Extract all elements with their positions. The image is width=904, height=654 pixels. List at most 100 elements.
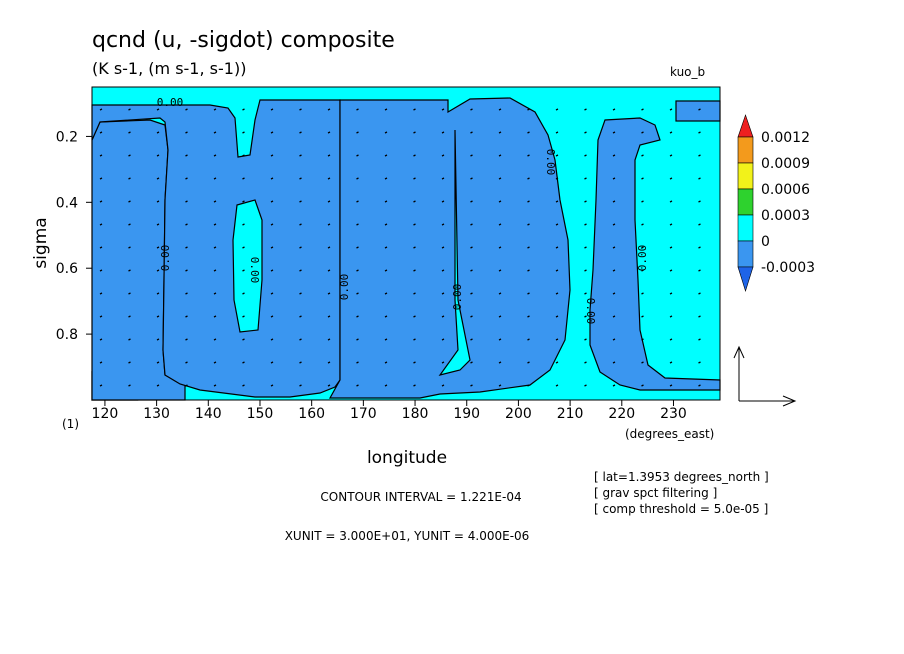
vector-arrow bbox=[584, 246, 587, 249]
x-tick-label: 120 bbox=[92, 406, 119, 422]
vector-arrow bbox=[413, 361, 416, 364]
vector-arrow bbox=[128, 338, 131, 341]
vector-arrow bbox=[584, 292, 587, 295]
vector-arrow bbox=[327, 315, 331, 318]
vector-arrow bbox=[270, 223, 274, 226]
vector-arrow bbox=[698, 246, 701, 249]
vector-arrow bbox=[99, 269, 103, 272]
vector-arrow bbox=[185, 361, 188, 364]
vector-arrow bbox=[327, 223, 331, 226]
vector-arrow bbox=[128, 223, 131, 226]
vector-arrow bbox=[698, 131, 701, 134]
contour-labels: 0.00 0.00 0.00 0.00 0.00 0.00 0.00 0.00 bbox=[157, 96, 649, 324]
x-axis-ticks: 120 130 140 150 160 170 180 190 200 210 220 230 bbox=[92, 400, 687, 422]
vector-arrow bbox=[213, 315, 217, 318]
vector-arrow bbox=[156, 315, 160, 318]
vector-arrow bbox=[213, 177, 217, 180]
vector-arrow bbox=[527, 384, 530, 387]
vector-arrow bbox=[527, 177, 530, 180]
vector-arrow bbox=[185, 223, 188, 226]
vector-arrow bbox=[584, 200, 587, 203]
vector-arrow bbox=[99, 223, 103, 226]
vector-arrow bbox=[527, 338, 530, 341]
vector-arrow bbox=[299, 177, 302, 180]
x-tick-label: 210 bbox=[557, 406, 584, 422]
vector-arrow bbox=[527, 108, 530, 111]
vector-arrow bbox=[128, 108, 131, 111]
vector-arrow bbox=[270, 269, 274, 272]
vector-arrow bbox=[669, 246, 673, 249]
vector-arrow bbox=[356, 177, 359, 180]
y-axis-ticks: 0.2 0.4 0.6 0.8 bbox=[56, 129, 92, 343]
vector-arrow bbox=[441, 223, 445, 226]
y-tick-label: 0.2 bbox=[56, 129, 78, 145]
vector-arrow bbox=[384, 131, 388, 134]
vector-arrow bbox=[327, 292, 331, 295]
vector-arrow bbox=[612, 292, 616, 295]
vector-arrow bbox=[584, 338, 587, 341]
vector-arrow bbox=[527, 269, 530, 272]
info-line-3: [ comp threshold = 5.0e-05 ] bbox=[594, 502, 768, 516]
vector-arrow bbox=[128, 154, 131, 157]
vector-arrow bbox=[498, 246, 502, 249]
vector-arrow bbox=[470, 177, 473, 180]
vector-arrow bbox=[470, 154, 473, 157]
vector-arrow bbox=[698, 223, 701, 226]
vector-arrow bbox=[413, 315, 416, 318]
vector-arrow bbox=[698, 315, 701, 318]
vector-arrow bbox=[299, 246, 302, 249]
colorbar-label: 0.0003 bbox=[761, 208, 810, 224]
vector-arrow bbox=[555, 223, 559, 226]
vector-arrow bbox=[384, 200, 388, 203]
vector-arrow bbox=[441, 361, 445, 364]
contour-label: 0.00 bbox=[451, 284, 464, 311]
vector-arrow bbox=[555, 269, 559, 272]
vector-arrow bbox=[641, 384, 644, 387]
vector-arrow bbox=[641, 200, 644, 203]
chart-title: qcnd (u, -sigdot) composite bbox=[92, 28, 395, 53]
vector-arrow bbox=[99, 131, 103, 134]
contour-label: 0.00 bbox=[636, 245, 649, 272]
vector-arrow bbox=[99, 177, 103, 180]
vector-arrow bbox=[641, 223, 644, 226]
vector-arrow bbox=[470, 108, 473, 111]
vector-arrow bbox=[213, 338, 217, 341]
vector-arrow bbox=[612, 154, 616, 157]
x-tick-label: 160 bbox=[298, 406, 325, 422]
vector-arrow bbox=[270, 177, 274, 180]
x-axis-label: longitude bbox=[367, 448, 447, 468]
vector-arrow bbox=[270, 154, 274, 157]
unit-line: XUNIT = 3.000E+01, YUNIT = 4.000E-06 bbox=[285, 529, 530, 543]
vector-arrow bbox=[612, 338, 616, 341]
vector-arrow bbox=[270, 384, 274, 387]
vector-arrow bbox=[555, 154, 559, 157]
colorbar-label: 0.0006 bbox=[761, 182, 810, 198]
vector-arrow bbox=[327, 338, 331, 341]
vector-arrow bbox=[99, 200, 103, 203]
colorbar-label: 0.0012 bbox=[761, 130, 810, 146]
vector-arrow bbox=[698, 200, 701, 203]
vector-arrow bbox=[698, 177, 701, 180]
vector-arrow bbox=[299, 154, 302, 157]
vector-arrow bbox=[156, 292, 160, 295]
vector-arrow bbox=[99, 246, 103, 249]
vector-arrow bbox=[584, 223, 587, 226]
vector-arrow bbox=[356, 384, 359, 387]
y-tick-label: 0.4 bbox=[56, 195, 78, 211]
vector-arrow bbox=[555, 246, 559, 249]
vector-arrow bbox=[498, 200, 502, 203]
vector-arrow bbox=[612, 200, 616, 203]
run-label: kuo_b bbox=[670, 65, 705, 79]
vector-arrow bbox=[299, 292, 302, 295]
vector-arrow bbox=[527, 131, 530, 134]
vector-arrow bbox=[242, 292, 245, 295]
vector-arrow bbox=[384, 292, 388, 295]
vector-arrow bbox=[441, 292, 445, 295]
vector-arrow bbox=[213, 131, 217, 134]
vector-arrow bbox=[242, 223, 245, 226]
vector-arrow bbox=[356, 108, 359, 111]
vector-arrow bbox=[498, 131, 502, 134]
vector-arrow bbox=[698, 292, 701, 295]
vector-arrow bbox=[698, 154, 701, 157]
